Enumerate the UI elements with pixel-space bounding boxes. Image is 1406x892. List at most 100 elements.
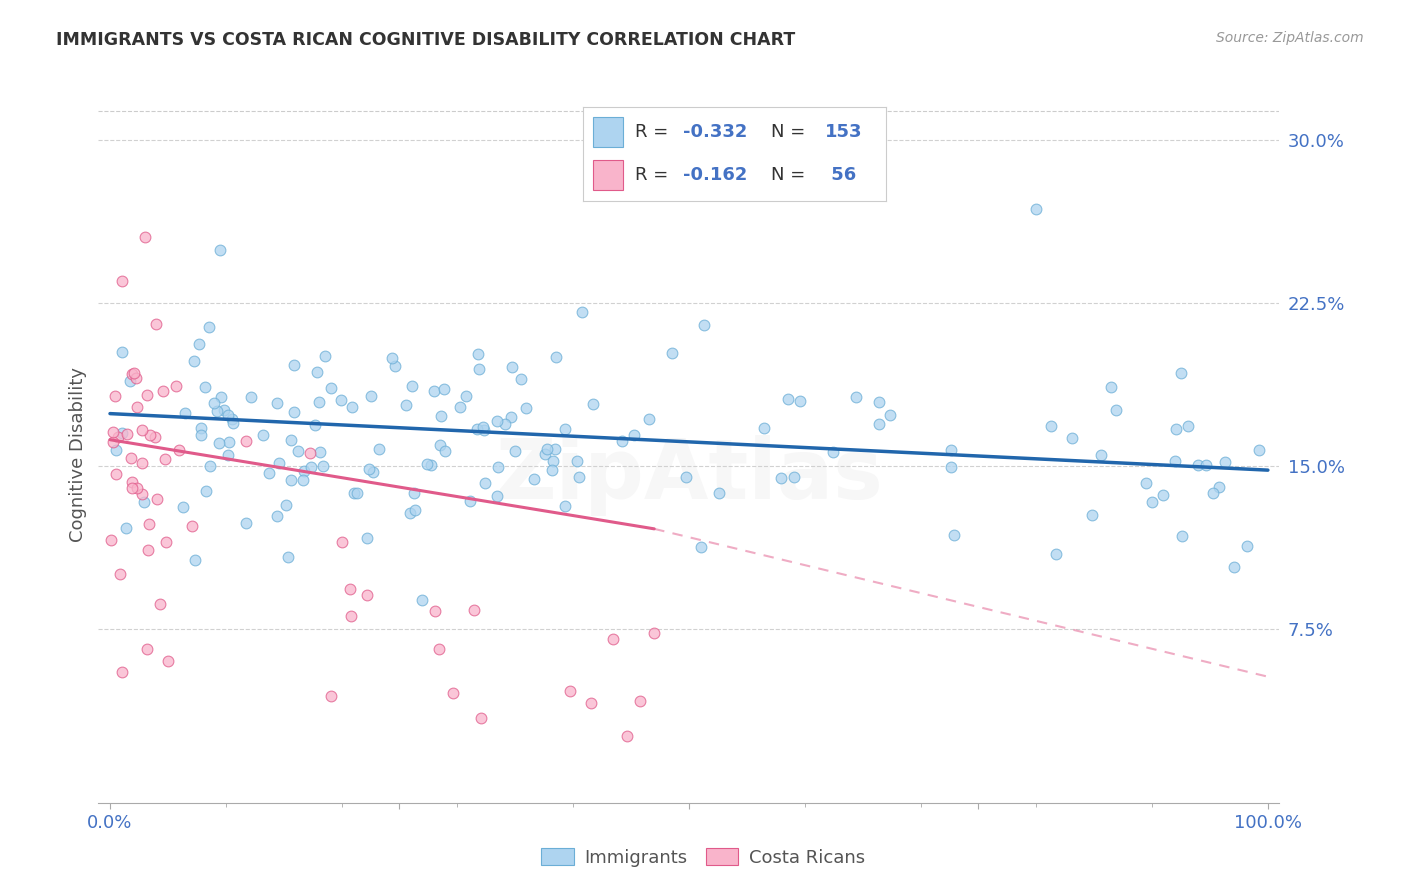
Point <box>533 447 555 461</box>
Point <box>319 381 342 395</box>
Point <box>124 366 146 380</box>
Point <box>235 516 257 530</box>
Point <box>571 305 593 319</box>
Point <box>190 427 212 442</box>
Point <box>207 404 229 418</box>
Point <box>121 481 143 495</box>
Point <box>411 592 433 607</box>
Point <box>544 351 567 365</box>
Point <box>217 448 239 462</box>
Text: R =: R = <box>636 123 668 141</box>
Point <box>343 486 366 500</box>
Point <box>661 346 683 360</box>
Point <box>136 642 159 657</box>
Point <box>195 483 218 498</box>
Point <box>789 394 811 409</box>
Point <box>499 409 522 424</box>
Point <box>404 503 426 517</box>
Point <box>329 392 352 407</box>
Point <box>485 414 508 428</box>
Point <box>1187 458 1209 472</box>
Point <box>148 597 170 611</box>
Point <box>456 388 478 402</box>
Point <box>214 403 236 417</box>
Point <box>121 367 143 381</box>
Point <box>312 458 335 473</box>
Point <box>486 460 509 475</box>
Point <box>707 486 730 500</box>
Point <box>180 518 202 533</box>
Point <box>381 351 404 366</box>
Point <box>173 406 195 420</box>
Point <box>509 372 531 386</box>
Point <box>330 535 353 549</box>
Point <box>472 423 495 437</box>
Point <box>305 365 328 379</box>
Point <box>308 445 330 459</box>
Point <box>172 500 194 514</box>
Text: IMMIGRANTS VS COSTA RICAN COGNITIVE DISABILITY CORRELATION CHART: IMMIGRANTS VS COSTA RICAN COGNITIVE DISA… <box>56 31 796 49</box>
Point <box>1195 458 1218 472</box>
Point <box>471 419 494 434</box>
Point <box>139 427 162 442</box>
Point <box>218 434 240 449</box>
Point <box>134 230 156 244</box>
Point <box>131 456 153 470</box>
Point <box>579 696 602 710</box>
Point <box>449 401 471 415</box>
Point <box>131 487 153 501</box>
Point <box>1062 431 1084 445</box>
Point <box>433 444 456 458</box>
Point <box>693 318 716 332</box>
Point <box>146 492 169 507</box>
Point <box>136 388 159 402</box>
Point <box>360 389 382 403</box>
Point <box>628 694 651 708</box>
Point <box>610 434 633 449</box>
Point <box>197 320 219 334</box>
Point <box>568 470 591 484</box>
Point <box>280 474 302 488</box>
Point <box>941 459 963 474</box>
Point <box>943 528 966 542</box>
Point <box>200 459 222 474</box>
Point <box>616 729 638 743</box>
Point <box>752 421 775 435</box>
Point <box>101 434 124 449</box>
Point <box>675 469 697 483</box>
Point <box>292 464 315 478</box>
Point <box>184 553 207 567</box>
Text: R =: R = <box>636 167 668 185</box>
Point <box>1152 487 1174 501</box>
Bar <box>592 161 623 190</box>
Point <box>298 446 321 460</box>
Point <box>430 409 453 424</box>
Point <box>823 445 845 459</box>
Point <box>541 453 564 467</box>
Text: 153: 153 <box>825 123 863 141</box>
Point <box>105 443 128 458</box>
Point <box>194 380 217 394</box>
Point <box>1208 480 1230 494</box>
Point <box>356 589 378 603</box>
Point <box>494 417 516 431</box>
Point <box>217 409 239 423</box>
Point <box>402 485 425 500</box>
Point <box>523 472 546 486</box>
Point <box>474 475 496 490</box>
Point <box>108 566 131 581</box>
Point <box>1223 560 1246 574</box>
Point <box>419 458 441 473</box>
Point <box>304 417 326 432</box>
Point <box>1164 421 1187 435</box>
Point <box>423 604 446 618</box>
Point <box>429 438 451 452</box>
Point <box>463 603 485 617</box>
Point <box>252 427 274 442</box>
Point <box>221 412 243 426</box>
Point <box>384 359 406 373</box>
Point <box>340 401 363 415</box>
Point <box>277 550 299 565</box>
Point <box>541 463 564 477</box>
Point <box>1045 547 1067 561</box>
